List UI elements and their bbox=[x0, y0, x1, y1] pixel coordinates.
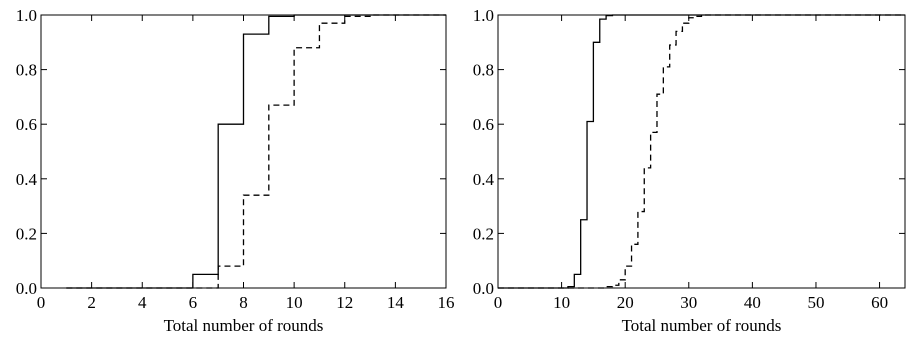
x-axis-label: Total number of rounds bbox=[164, 316, 324, 335]
dashed-cdf-line bbox=[66, 14, 446, 289]
y-tick-label: 0.8 bbox=[473, 61, 494, 80]
x-axis-label: Total number of rounds bbox=[622, 316, 782, 335]
dashed-cdf-line bbox=[498, 14, 905, 289]
y-tick-label: 0.6 bbox=[16, 115, 37, 134]
y-tick-label: 0.4 bbox=[16, 170, 38, 189]
y-tick-label: 1.0 bbox=[16, 6, 37, 25]
right-chart: 0 10 20 30 40 50 60 0.0 0.2 0.4 0.6 0.8 1.0 Total num… bbox=[473, 6, 906, 335]
y-tick-label: 0.6 bbox=[473, 115, 494, 134]
y-tick-label: 0.0 bbox=[473, 279, 494, 298]
x-tick-label: 0 bbox=[37, 293, 46, 312]
x-tick-label: 12 bbox=[336, 293, 353, 312]
x-tick-label: 4 bbox=[138, 293, 147, 312]
x-tick-label: 60 bbox=[871, 293, 888, 312]
solid-cdf-line bbox=[498, 14, 905, 289]
x-tick-label: 40 bbox=[744, 293, 761, 312]
x-tick-label: 16 bbox=[438, 293, 455, 312]
y-tick-label: 0.2 bbox=[473, 224, 494, 243]
x-tick-label: 10 bbox=[553, 293, 570, 312]
y-tick-label: 0.8 bbox=[16, 61, 37, 80]
y-tick-label: 1.0 bbox=[473, 6, 494, 25]
x-tick-label: 30 bbox=[680, 293, 697, 312]
x-tick-label: 0 bbox=[494, 293, 503, 312]
x-tick-label: 6 bbox=[189, 293, 198, 312]
plot-frame bbox=[497, 14, 906, 289]
y-tick-label: 0.2 bbox=[16, 224, 37, 243]
x-tick-label: 14 bbox=[387, 293, 405, 312]
y-tick-label: 0.4 bbox=[473, 170, 495, 189]
left-chart: 0 2 4 6 8 10 12 14 16 0.0 0.2 0.4 0.6 0.8 1.0 Total num… bbox=[16, 6, 455, 335]
y-tick-label: 0.0 bbox=[16, 279, 37, 298]
solid-cdf-line bbox=[66, 14, 446, 289]
x-tick-label: 20 bbox=[617, 293, 634, 312]
x-tick-label: 50 bbox=[807, 293, 824, 312]
x-tick-label: 8 bbox=[239, 293, 248, 312]
x-tick-label: 2 bbox=[87, 293, 96, 312]
x-tick-label: 10 bbox=[286, 293, 303, 312]
